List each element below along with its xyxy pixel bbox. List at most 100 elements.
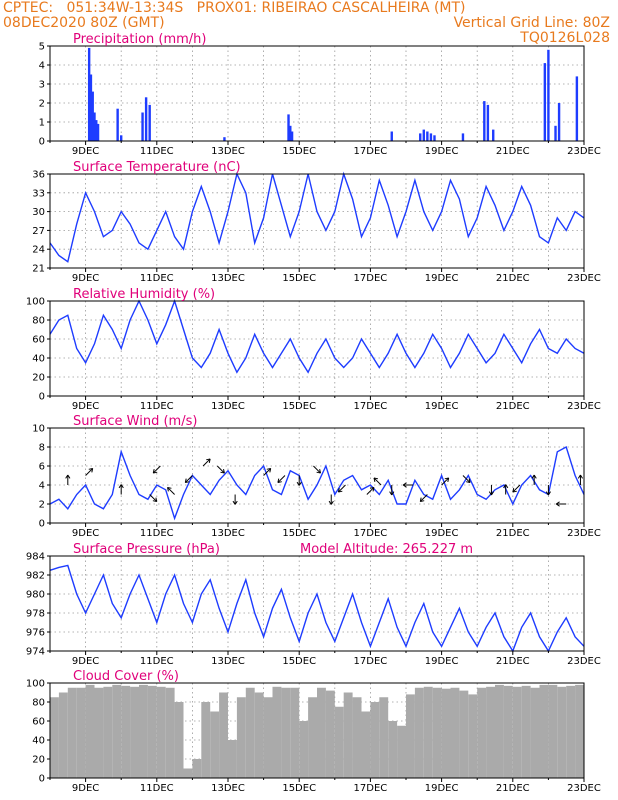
y-tick-label: 20 bbox=[32, 755, 45, 766]
cloud-bar bbox=[236, 697, 246, 778]
wind-arrow bbox=[118, 484, 124, 495]
cloud-bar bbox=[254, 692, 264, 778]
x-tick-label: 17DEC bbox=[354, 273, 388, 284]
panel-1 bbox=[47, 45, 585, 145]
wind-arrow bbox=[313, 465, 321, 474]
precip-bar bbox=[483, 101, 486, 141]
cloud-bar bbox=[210, 711, 220, 778]
cloud-bar bbox=[317, 687, 326, 778]
cloud-bar bbox=[272, 686, 282, 778]
y-tick-label: 2 bbox=[39, 99, 45, 110]
x-tick-label: 21DEC bbox=[496, 528, 530, 539]
precip-bar bbox=[433, 135, 436, 141]
cloud-bar bbox=[477, 687, 487, 778]
x-tick-label: 23DEC bbox=[567, 146, 601, 157]
y-tick-label: 0 bbox=[39, 137, 45, 148]
x-tick-label: 19DEC bbox=[425, 401, 459, 412]
wind-arrow bbox=[512, 484, 521, 493]
series-line bbox=[49, 564, 585, 653]
wind-arrow bbox=[328, 494, 334, 505]
cloud-bar bbox=[459, 690, 469, 778]
precip-bar bbox=[290, 131, 294, 141]
series-line bbox=[49, 445, 585, 521]
y-tick-label: 60 bbox=[32, 717, 45, 728]
x-tick-label: 21DEC bbox=[496, 273, 530, 284]
x-tick-label: 13DEC bbox=[211, 401, 245, 412]
x-tick-label: 17DEC bbox=[354, 528, 388, 539]
x-tick-label: 21DEC bbox=[496, 656, 530, 667]
panel-title: Surface Temperature (nC) bbox=[73, 160, 241, 175]
cloud-bar bbox=[76, 687, 86, 778]
x-tick-label: 15DEC bbox=[282, 528, 316, 539]
x-tick-label: 21DEC bbox=[496, 783, 530, 794]
series-line bbox=[49, 171, 585, 263]
panel-3 bbox=[47, 298, 585, 400]
x-tick-label: 21DEC bbox=[496, 146, 530, 157]
y-tick-label: 100 bbox=[26, 297, 45, 308]
cloud-bar bbox=[468, 694, 478, 778]
x-tick-label: 17DEC bbox=[354, 401, 388, 412]
y-tick-label: 4 bbox=[39, 481, 45, 492]
cloud-bar bbox=[388, 721, 398, 778]
x-tick-label: 15DEC bbox=[282, 401, 316, 412]
panel-title: Cloud Cover (%) bbox=[73, 669, 179, 684]
y-tick-label: 21 bbox=[32, 264, 45, 275]
cloud-bar bbox=[201, 702, 211, 778]
wind-arrow bbox=[488, 485, 495, 496]
wind-arrow bbox=[85, 467, 94, 476]
cloud-bar bbox=[397, 725, 406, 778]
panel-6 bbox=[47, 682, 585, 782]
cloud-bar bbox=[325, 690, 335, 778]
panel-title: Surface Wind (m/s) bbox=[73, 414, 197, 429]
panel-title: Relative Humidity (%) bbox=[73, 287, 215, 302]
precip-bar bbox=[93, 112, 96, 141]
x-tick-label: 23DEC bbox=[567, 528, 601, 539]
precip-bar bbox=[96, 123, 100, 141]
cloud-bar bbox=[521, 685, 531, 778]
x-tick-label: 13DEC bbox=[211, 656, 245, 667]
precip-bar bbox=[575, 76, 579, 141]
precip-bar bbox=[87, 47, 91, 141]
y-tick-label: 4 bbox=[39, 61, 45, 72]
panel-title: Precipitation (mm/h) bbox=[73, 32, 206, 47]
y-tick-label: 100 bbox=[26, 679, 45, 690]
cloud-bar bbox=[503, 685, 513, 778]
x-tick-label: 15DEC bbox=[282, 146, 316, 157]
y-tick-label: 2 bbox=[39, 500, 45, 511]
cloud-bar bbox=[94, 687, 104, 778]
y-tick-label: 5 bbox=[39, 42, 45, 53]
panel-2 bbox=[47, 171, 585, 272]
x-tick-label: 11DEC bbox=[140, 273, 174, 284]
precip-bar bbox=[429, 133, 433, 141]
cloud-bar bbox=[530, 687, 540, 778]
cloud-bar bbox=[512, 686, 522, 778]
panel-4 bbox=[47, 427, 585, 527]
x-tick-label: 15DEC bbox=[282, 656, 316, 667]
x-tick-label: 9DEC bbox=[72, 146, 99, 157]
cloud-bar bbox=[308, 697, 317, 778]
y-tick-label: 974 bbox=[26, 647, 45, 658]
wind-arrow bbox=[152, 465, 161, 474]
y-tick-label: 40 bbox=[32, 736, 45, 747]
wind-arrow bbox=[402, 482, 414, 488]
cloud-bar bbox=[334, 706, 344, 778]
precip-bar bbox=[554, 125, 557, 141]
wind-arrow bbox=[462, 475, 471, 484]
y-tick-label: 30 bbox=[32, 207, 45, 218]
panel-title: Surface Pressure (hPa) bbox=[73, 542, 220, 557]
cloud-bar bbox=[432, 687, 442, 778]
cloud-bar bbox=[219, 692, 228, 778]
precip-bar bbox=[287, 114, 290, 141]
y-tick-label: 60 bbox=[32, 335, 45, 346]
precip-bar bbox=[141, 112, 144, 141]
precip-bar bbox=[543, 63, 547, 141]
y-tick-label: 980 bbox=[26, 590, 45, 601]
y-tick-label: 6 bbox=[39, 462, 45, 473]
x-tick-label: 9DEC bbox=[72, 273, 99, 284]
y-tick-label: 0 bbox=[39, 519, 45, 530]
y-tick-label: 36 bbox=[32, 170, 45, 181]
y-tick-label: 0 bbox=[39, 774, 45, 785]
cloud-bar bbox=[406, 694, 415, 778]
x-tick-label: 13DEC bbox=[211, 783, 245, 794]
wind-arrow bbox=[167, 486, 175, 495]
